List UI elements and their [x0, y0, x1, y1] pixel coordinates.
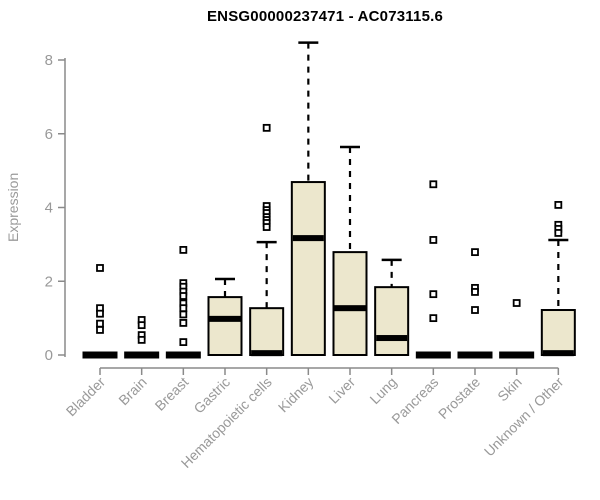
- median-kidney: [292, 235, 324, 242]
- box-liver: [332, 251, 368, 356]
- outlier-breast: [179, 319, 188, 327]
- box-pancreas: [415, 351, 451, 359]
- box-bladder: [82, 351, 118, 359]
- x-tick-label: Prostate: [435, 374, 483, 422]
- box-kidney: [290, 181, 326, 356]
- box-lung: [374, 286, 410, 356]
- x-tick-label: Brain: [115, 374, 149, 408]
- outlier-prostate: [471, 248, 479, 257]
- box-hematopoietic-cells: [249, 307, 285, 357]
- median-lung: [376, 335, 408, 342]
- outlier-breast: [179, 292, 188, 300]
- x-tick-label: Bladder: [63, 374, 109, 420]
- x-tick-label: Kidney: [275, 374, 317, 416]
- x-tick-label: Lung: [366, 374, 399, 407]
- y-tick-label: 6: [45, 126, 53, 143]
- box-brain: [124, 351, 160, 359]
- y-tick-label: 2: [45, 273, 53, 290]
- x-tick-label: Liver: [325, 374, 358, 407]
- y-axis-title: Expression: [5, 172, 21, 243]
- outlier-pancreas: [429, 180, 438, 189]
- outlier-bladder: [96, 326, 104, 334]
- outlier-brain: [137, 321, 146, 330]
- box-gastric: [207, 296, 243, 357]
- outlier-bladder: [96, 309, 104, 318]
- outlier-brain: [137, 335, 146, 344]
- outlier-prostate: [471, 306, 479, 314]
- median-liver: [334, 305, 366, 312]
- x-tick-label: Skin: [494, 374, 525, 405]
- box-skin: [499, 351, 535, 359]
- y-tick-label: 4: [45, 200, 53, 217]
- box-unknown-other: [540, 309, 576, 357]
- median-gastric: [209, 315, 241, 322]
- outlier-hematopoietic-cells: [262, 123, 271, 132]
- outlier-breast: [179, 338, 188, 346]
- median-hematopoietic-cells: [251, 350, 283, 357]
- x-tick-label: Unknown / Other: [481, 374, 567, 460]
- outlier-unknown-other: [554, 201, 563, 209]
- outlier-unknown-other: [554, 229, 563, 237]
- box-breast: [165, 351, 201, 359]
- outlier-pancreas: [429, 236, 438, 244]
- median-unknown-other: [542, 350, 574, 357]
- outlier-pancreas: [429, 314, 438, 323]
- outlier-prostate: [471, 288, 479, 296]
- outlier-bladder: [96, 319, 104, 328]
- outlier-hematopoietic-cells: [262, 223, 271, 231]
- outlier-bladder: [96, 264, 104, 272]
- outlier-skin: [512, 299, 521, 307]
- box-prostate: [457, 351, 493, 359]
- outlier-breast: [179, 304, 188, 313]
- outlier-breast: [179, 310, 188, 319]
- x-tick-label: Breast: [152, 374, 192, 414]
- chart-title: ENSG00000237471 - AC073115.6: [206, 8, 444, 25]
- y-tick-label: 8: [45, 52, 53, 69]
- outlier-pancreas: [429, 290, 438, 299]
- y-tick-label: 0: [45, 347, 53, 364]
- outlier-breast: [179, 246, 188, 254]
